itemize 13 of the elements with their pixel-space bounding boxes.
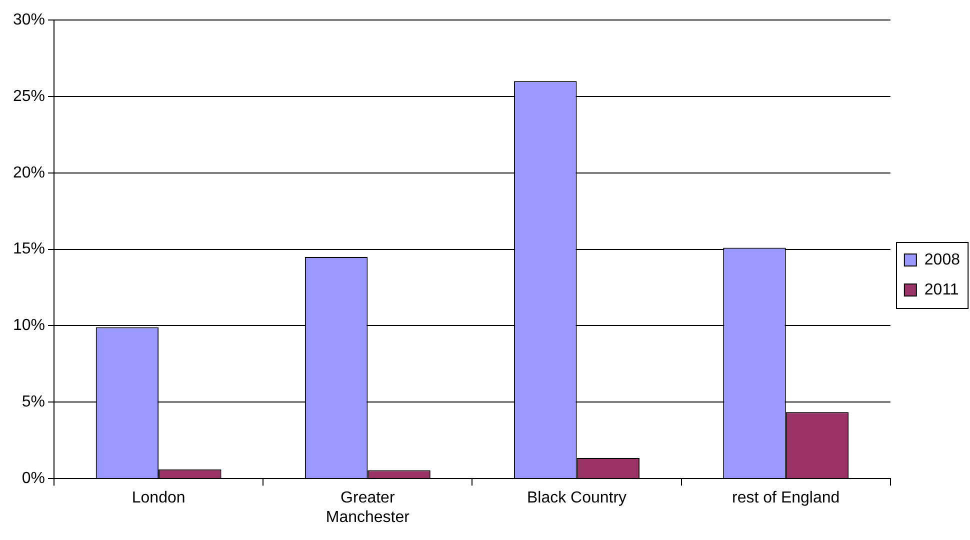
x-tick-label: London xyxy=(132,490,186,507)
x-tick-label: Greater Manchester xyxy=(326,490,410,526)
y-tick-label: 10% xyxy=(12,317,46,334)
y-tick-label: 0% xyxy=(22,470,46,488)
x-tick-label: Black Country xyxy=(526,490,627,507)
y-tick-label: 30% xyxy=(12,11,46,28)
y-tick-label: 25% xyxy=(12,88,46,105)
y-tick-label: 5% xyxy=(22,394,46,411)
y-tick-label: 15% xyxy=(12,240,46,258)
y-tick-label: 20% xyxy=(12,164,46,182)
legend-label: 2011 xyxy=(924,281,959,298)
x-tick-label: rest of England xyxy=(732,490,840,507)
legend-label: 2008 xyxy=(924,251,960,268)
